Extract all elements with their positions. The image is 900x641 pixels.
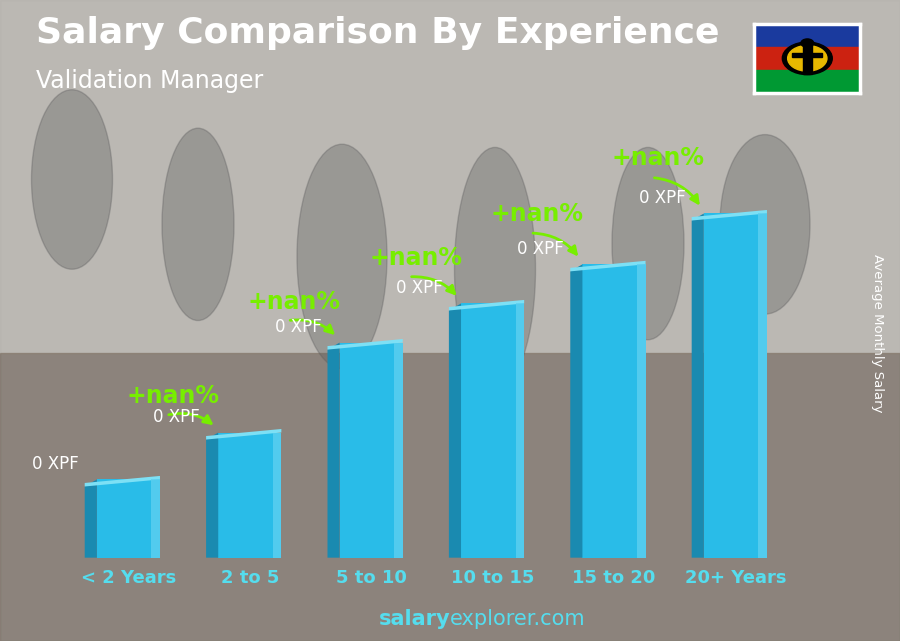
Bar [97, 479, 160, 558]
Text: Validation Manager: Validation Manager [36, 69, 263, 92]
Text: +nan%: +nan% [612, 146, 705, 171]
Text: explorer.com: explorer.com [450, 610, 586, 629]
Text: +nan%: +nan% [248, 290, 340, 313]
Circle shape [801, 39, 814, 47]
Text: 0 XPF: 0 XPF [32, 455, 78, 473]
Polygon shape [571, 261, 645, 271]
Bar [151, 479, 160, 558]
Text: 0 XPF: 0 XPF [518, 240, 564, 258]
Text: 0 XPF: 0 XPF [639, 189, 686, 207]
Polygon shape [328, 339, 403, 349]
Text: 0 XPF: 0 XPF [274, 318, 321, 336]
Ellipse shape [454, 147, 536, 391]
Text: 0 XPF: 0 XPF [396, 279, 443, 297]
Text: +nan%: +nan% [126, 384, 220, 408]
Bar [637, 264, 645, 558]
Text: salary: salary [378, 610, 450, 629]
Ellipse shape [612, 147, 684, 340]
Text: Average Monthly Salary: Average Monthly Salary [871, 254, 884, 413]
Ellipse shape [162, 128, 234, 320]
Bar [759, 213, 767, 558]
Bar [394, 342, 403, 558]
Circle shape [788, 46, 827, 71]
Text: Salary Comparison By Experience: Salary Comparison By Experience [36, 16, 719, 50]
Polygon shape [328, 342, 339, 558]
Bar [461, 303, 524, 558]
Bar [0, 353, 900, 641]
Bar [582, 264, 645, 558]
Text: +nan%: +nan% [369, 246, 462, 270]
Bar [754, 70, 860, 93]
Text: 0 XPF: 0 XPF [153, 408, 200, 426]
Ellipse shape [720, 135, 810, 314]
Text: +nan%: +nan% [491, 202, 583, 226]
Bar [803, 43, 812, 74]
Polygon shape [692, 210, 767, 221]
Ellipse shape [32, 90, 112, 269]
Polygon shape [449, 300, 524, 310]
Polygon shape [206, 429, 282, 440]
Bar [754, 47, 860, 70]
Polygon shape [85, 479, 97, 558]
Bar [273, 433, 282, 558]
Bar [516, 303, 524, 558]
Bar [339, 342, 403, 558]
Polygon shape [206, 433, 218, 558]
Polygon shape [692, 213, 704, 558]
Polygon shape [85, 476, 160, 487]
Polygon shape [571, 264, 582, 558]
Ellipse shape [297, 144, 387, 369]
Bar [218, 433, 282, 558]
Circle shape [782, 42, 833, 74]
Polygon shape [449, 303, 461, 558]
Bar [0, 0, 900, 353]
Bar [754, 24, 860, 47]
Bar [792, 53, 823, 57]
Bar [704, 213, 767, 558]
